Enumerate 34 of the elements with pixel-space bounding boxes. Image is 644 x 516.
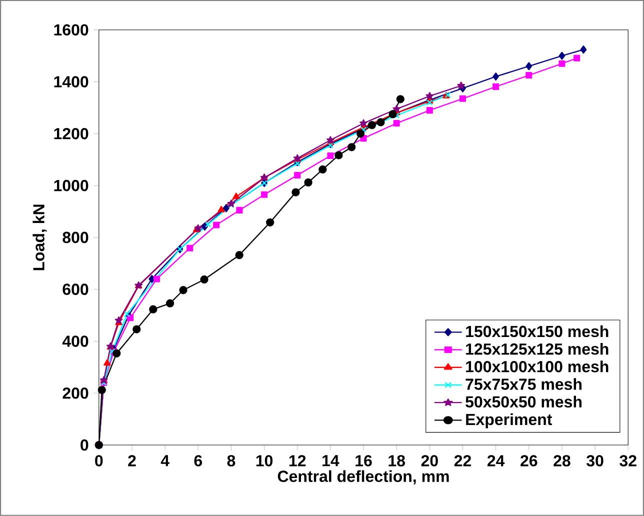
x-tick-label: 0: [95, 455, 103, 466]
x-tick-label: 32: [620, 455, 636, 466]
legend-label: 75x75x75 mesh: [466, 378, 582, 390]
y-tick-label: 0: [80, 439, 88, 451]
y-tick-label: 800: [62, 232, 88, 244]
x-tick-label: 30: [586, 455, 604, 466]
x-tick-label: 16: [356, 455, 372, 466]
x-tick-label: 24: [487, 455, 505, 466]
legend-label: 125x125x125 mesh: [466, 343, 608, 355]
x-tick-label: 4: [160, 455, 170, 466]
x-tick-label: 2: [128, 455, 136, 466]
x-tick-label: 22: [454, 455, 471, 466]
y-tick-label: 1600: [54, 24, 88, 36]
legend-label: 50x50x50 mesh: [466, 396, 582, 408]
y-axis-title: Load, kN: [32, 204, 47, 270]
x-tick-label: 26: [520, 455, 538, 466]
y-tick-label: 200: [62, 388, 88, 399]
y-tick-label: 1400: [54, 76, 88, 88]
x-tick-label: 12: [289, 455, 306, 466]
x-axis-title: Central deflection, mm: [278, 470, 449, 484]
x-tick-label: 8: [227, 455, 236, 466]
y-tick-label: 600: [62, 284, 88, 296]
legend-label: Experiment: [466, 413, 552, 428]
x-tick-label: 20: [421, 455, 438, 466]
x-tick-label: 6: [194, 455, 202, 466]
y-tick-label: 400: [62, 336, 88, 347]
y-tick-label: 1000: [54, 180, 88, 192]
x-tick-label: 18: [388, 455, 405, 466]
legend-label: 100x100x100 mesh: [466, 360, 608, 372]
x-tick-label: 14: [322, 455, 340, 466]
x-tick-label: 10: [256, 455, 273, 466]
y-tick-label: 1200: [54, 128, 88, 140]
x-tick-label: 28: [554, 455, 570, 466]
legend-label: 150x150x150 mesh: [466, 325, 608, 338]
